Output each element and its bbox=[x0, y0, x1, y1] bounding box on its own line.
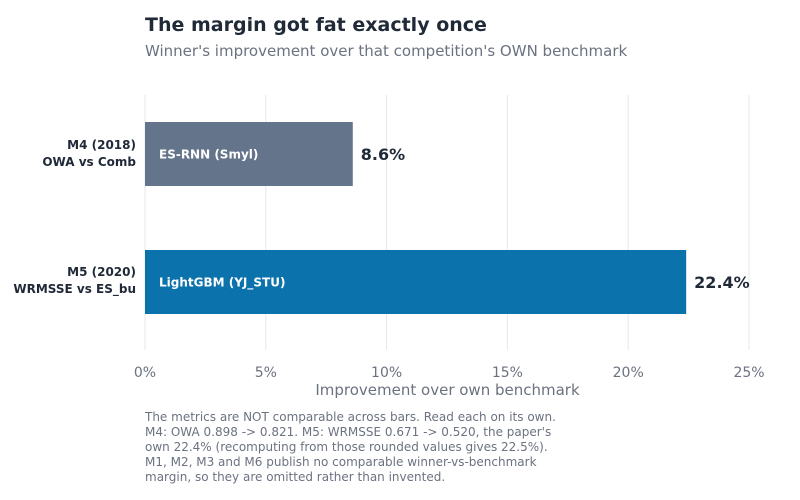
chart-subtitle: Winner's improvement over that competiti… bbox=[145, 42, 628, 60]
category-label-line2: WRMSSE vs ES_bu bbox=[13, 282, 136, 296]
data-label: 22.4% bbox=[694, 273, 750, 292]
category-label-line1: M4 (2018) bbox=[67, 138, 136, 152]
footnote-line: own 22.4% (recomputing from those rounde… bbox=[145, 440, 548, 454]
footnote-line: M4: OWA 0.898 -> 0.821. M5: WRMSSE 0.671… bbox=[145, 425, 552, 439]
category-label-line2: OWA vs Comb bbox=[42, 155, 136, 169]
x-tick-label: 0% bbox=[134, 365, 156, 381]
footnote-line: margin, so they are omitted rather than … bbox=[145, 470, 446, 484]
footnote: The metrics are NOT comparable across ba… bbox=[145, 410, 575, 485]
bar-inner-label: ES-RNN (Smyl) bbox=[159, 148, 258, 162]
category-label-m5: M5 (2020) WRMSSE vs ES_bu bbox=[0, 264, 136, 298]
footnote-line: The metrics are NOT comparable across ba… bbox=[145, 410, 556, 424]
category-label-line1: M5 (2020) bbox=[67, 265, 136, 279]
x-axis-label: Improvement over own benchmark bbox=[315, 381, 580, 399]
data-label: 8.6% bbox=[361, 145, 405, 164]
category-label-m4: M4 (2018) OWA vs Comb bbox=[0, 137, 136, 171]
bar bbox=[145, 250, 687, 314]
x-tick-label: 15% bbox=[492, 365, 523, 381]
footnote-line: M1, M2, M3 and M6 publish no comparable … bbox=[145, 455, 537, 469]
x-tick-label: 25% bbox=[733, 365, 764, 381]
bar bbox=[145, 122, 353, 186]
chart-title: The margin got fat exactly once bbox=[145, 14, 487, 36]
bar-inner-label: LightGBM (YJ_STU) bbox=[159, 276, 285, 291]
x-tick-label: 10% bbox=[371, 365, 402, 381]
x-tick-label: 5% bbox=[255, 365, 277, 381]
x-tick-label: 20% bbox=[613, 365, 644, 381]
